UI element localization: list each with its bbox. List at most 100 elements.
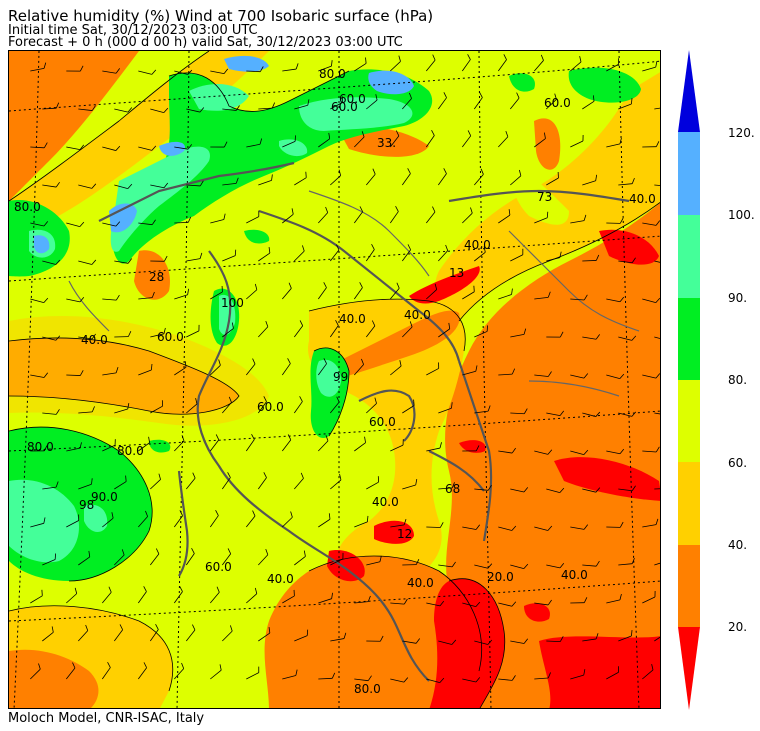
wind-barb (330, 638, 345, 642)
wind-barb-flag (359, 206, 363, 212)
wind-barb (317, 363, 327, 376)
wind-barb (102, 372, 117, 376)
contour-label: 60.0 (205, 560, 232, 574)
contour-label: 20.0 (487, 570, 514, 584)
wind-barb (317, 287, 327, 300)
wind-barb (318, 138, 330, 148)
wind-barb-flag (487, 639, 493, 645)
wind-barb (258, 326, 269, 338)
wind-barb-flag (631, 557, 635, 564)
wind-barb (438, 407, 452, 414)
wind-barb (570, 526, 585, 530)
wind-barb-flag (523, 487, 529, 493)
wind-barb (570, 374, 585, 379)
rh-90-100-area (189, 84, 249, 111)
map-title: Relative humidity (%) Wind at 700 Isobar… (8, 7, 434, 25)
wind-barb-flag (187, 144, 192, 150)
wind-barb (138, 222, 153, 226)
wind-barb-flag (111, 512, 114, 519)
contour-label: 100 (221, 296, 244, 310)
wind-barb (42, 336, 57, 341)
wind-barb-flag (655, 141, 660, 147)
wind-barb (246, 216, 259, 224)
wind-barb (654, 412, 660, 415)
wind-barb-flag (451, 561, 456, 568)
wind-barb (426, 678, 440, 684)
wind-barb (221, 477, 231, 490)
contour-label: 60.0 (331, 100, 358, 114)
wind-barb-flag (547, 291, 551, 298)
wind-barb (102, 70, 117, 74)
wind-barb (498, 294, 512, 300)
coastlines (98, 161, 630, 682)
wind-barb-flag (619, 593, 622, 600)
wind-barb (582, 101, 595, 110)
wind-barb-flag (155, 624, 159, 630)
wind-barb (606, 298, 621, 303)
wind-barb (42, 632, 54, 642)
wind-barb-flag (403, 598, 408, 605)
wind-barb-flag (328, 132, 331, 139)
wind-barb (366, 403, 377, 414)
wind-barb (222, 328, 234, 338)
wind-barb (138, 297, 153, 300)
wind-barb (606, 143, 621, 148)
rh-90-100-area (299, 97, 413, 131)
colorbar-band (678, 545, 700, 627)
wind-barb-flag (192, 472, 196, 479)
wind-barb (618, 183, 633, 186)
wind-barb (426, 602, 441, 607)
wind-barb (534, 526, 548, 531)
wind-barb (510, 254, 524, 262)
wind-barb (186, 184, 201, 187)
wind-barb (246, 70, 261, 73)
wind-barb (209, 439, 220, 452)
wind-barb-flag (199, 180, 204, 187)
wind-barb (438, 564, 453, 568)
contour-label: 80.0 (27, 440, 54, 454)
wind-barb-flag (79, 370, 84, 376)
wind-barb-flag (630, 98, 633, 105)
wind-barb (174, 70, 188, 75)
wind-barb (389, 211, 399, 224)
colorbar-band (678, 627, 700, 710)
contour-label: 68 (445, 482, 460, 496)
wind-barb-flag (547, 672, 551, 679)
wind-barb-flag (475, 365, 478, 372)
wind-barb (330, 479, 342, 490)
wind-barb-flag (55, 102, 60, 109)
wind-barb-flag (223, 68, 229, 74)
wind-barb-flag (184, 361, 187, 368)
wind-barb-flag (115, 221, 121, 227)
wind-barb-flag (331, 592, 333, 599)
wind-barb (570, 220, 585, 224)
wind-barb (606, 599, 621, 604)
wind-barb (642, 524, 657, 528)
wind-barb-flag (227, 548, 232, 554)
contour-lines (9, 51, 660, 708)
wind-barb-flag (523, 328, 527, 335)
wind-barb (534, 60, 544, 72)
wind-barb (281, 363, 291, 376)
wind-barb-flag (511, 368, 516, 375)
wind-barb (42, 559, 56, 566)
wind-barb (389, 135, 400, 148)
rh-100-120-area (34, 235, 50, 254)
wind-barb (149, 553, 160, 566)
wind-barb (150, 479, 161, 490)
wind-barb-flag (85, 624, 89, 631)
wind-barb (510, 175, 522, 186)
wind-barb (294, 104, 308, 110)
wind-barb-flag (199, 107, 205, 113)
wind-barb-flag (443, 168, 447, 174)
wind-barb-flag (263, 396, 267, 402)
contour-label: 40.0 (267, 572, 294, 586)
wind-barb-flag (328, 513, 331, 520)
wind-barb (174, 668, 184, 680)
wind-barb-flag (252, 358, 256, 365)
wind-barb (258, 180, 272, 186)
rh-100-120-area (224, 55, 269, 72)
rh-100-120-area (159, 141, 185, 156)
wind-barb-flag (307, 99, 310, 106)
wind-barb (318, 440, 329, 452)
